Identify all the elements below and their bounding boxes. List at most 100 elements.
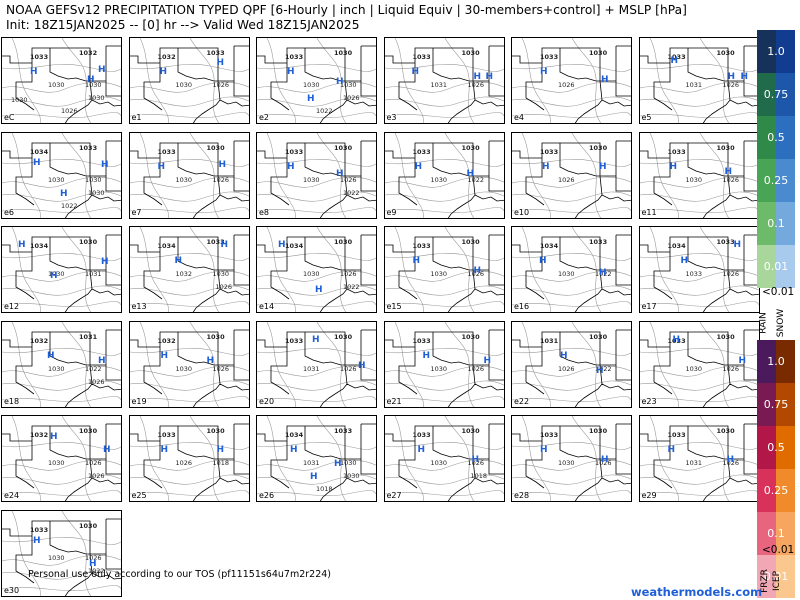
member-label: e25 [131,491,147,500]
state-border-lines [512,329,631,407]
panel-map-graphic [639,227,759,312]
isobar-line [2,81,121,93]
panel-map-graphic [129,321,249,407]
isobar-label: 1030 [430,364,448,373]
isobar-line [444,321,474,407]
state-border-lines [2,234,121,312]
isobar-label: 1026 [467,364,485,373]
isobar-line [384,63,504,72]
isobar-line [129,395,249,402]
high-pressure-marker: H [60,188,68,199]
isobar-label: 1033 [685,270,703,278]
isobar-label: 1033 [30,525,49,534]
panel-map-graphic [129,38,249,123]
panel-map-graphic [512,38,631,123]
isobar-line [2,63,121,72]
isobar-line [384,270,504,282]
isobar-line [257,474,376,485]
isobar-line [139,416,169,501]
state-border-lines [639,234,759,312]
isobar-line [129,441,249,450]
chart-title: NOAA GEFSv12 PRECIPITATION TYPED QPF [6-… [6,3,687,17]
isobar-line [257,490,376,497]
isobar-line [129,112,249,119]
legend-color-box [757,202,776,245]
isobar-label: 1033 [412,53,431,61]
site-brand-link[interactable]: weathermodels.com [631,585,763,599]
panel-map-graphic [257,132,376,218]
state-border-lines [2,140,121,218]
isobar-line [649,321,679,407]
valid-time-line: Init: 18Z15JAN2025 -- [0] hr --> Valid W… [6,18,360,32]
legend-level-label: 1.0 [767,44,785,58]
isobar-label: 1030 [303,175,320,184]
state-border-lines [2,329,121,407]
isobar-line [129,81,249,93]
isobar-line [129,459,249,471]
high-pressure-marker: H [542,161,550,172]
isobar-line [2,206,121,213]
isobar-line [129,176,249,188]
legend-color-box [776,202,795,245]
panel-map-graphic [257,416,376,501]
isobar-line [639,441,759,450]
isobar-label: 1034 [285,431,304,439]
state-border-lines [512,423,631,501]
isobar-line [699,416,729,501]
isobar-label: 1031 [79,332,98,341]
member-label: e24 [4,491,20,500]
isobar-label: 1033 [540,53,559,61]
isobar-label: 1033 [334,427,353,435]
isobar-line [316,227,347,312]
isobar-line [512,81,631,93]
isobar-label: 1026 [467,459,485,467]
member-label: e29 [641,491,657,500]
legend-color-box [776,30,795,73]
isobar-line [639,81,759,93]
isobar-label: 1032 [30,431,49,439]
legend-color-box [776,555,795,598]
isobar-line [521,132,551,218]
high-pressure-marker: H [334,459,342,469]
legend-color-box [757,512,776,555]
high-pressure-marker: H [411,67,420,77]
isobar-label: 1030 [48,459,65,467]
isobar-label: 1034 [540,242,559,250]
isobar-line [129,206,249,213]
isobar-label: 1034 [157,242,176,250]
high-pressure-marker: H [669,161,678,172]
panel-map-graphic [129,132,249,218]
isobar-line [512,441,631,450]
member-label: e6 [4,207,15,217]
legend-color-box [757,245,776,288]
rain-label: RAIN [758,312,769,334]
isobar-line [257,96,376,107]
state-border-lines [639,329,759,407]
legend-level-label: 0.75 [763,87,789,101]
member-label: e15 [386,302,402,311]
isobar-line [571,38,602,123]
isobar-line [11,510,41,596]
panel-map-graphic [2,38,121,123]
isobar-line [129,474,249,485]
panel-map-graphic [257,321,376,407]
state-border-lines [129,329,249,407]
high-pressure-marker: H [680,256,689,266]
isobar-label: 1030 [558,459,575,467]
isobar-line [2,474,121,485]
isobar-label: 1030 [11,96,28,104]
isobar-line [384,176,504,188]
high-pressure-marker: H [599,161,607,172]
isobar-label: 1032 [157,53,176,61]
isobar-label: 1026 [343,94,360,102]
isobar-line [2,380,121,391]
legend-color-box [776,116,795,159]
high-pressure-marker: H [473,72,482,82]
isobar-line [512,365,631,377]
isobar-label: 1026 [467,270,485,278]
member-label: e30 [4,585,20,595]
legend-color-box [776,159,795,202]
